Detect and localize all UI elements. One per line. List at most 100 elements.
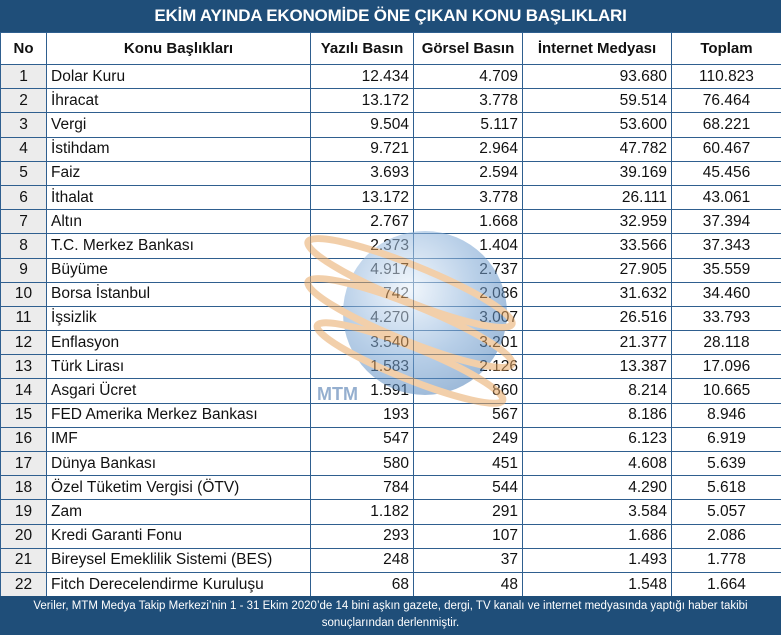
row-print: 2.373 — [310, 233, 414, 259]
row-no: 3 — [0, 112, 47, 138]
row-print: 9.504 — [310, 112, 414, 138]
row-topic: Kredi Garanti Fonu — [46, 523, 311, 549]
row-internet: 13.387 — [522, 354, 672, 380]
header-row: No Konu Başlıkları Yazılı Basın Görsel B… — [0, 32, 781, 65]
row-total: 34.460 — [671, 281, 781, 307]
row-visual: 291 — [413, 499, 523, 525]
row-no: 5 — [0, 160, 47, 186]
row-no: 9 — [0, 257, 47, 283]
row-total: 68.221 — [671, 112, 781, 138]
table-row: 19 Zam 1.182 291 3.584 5.057 — [0, 499, 781, 525]
row-total: 1.664 — [671, 571, 781, 598]
row-visual: 3.778 — [413, 88, 523, 114]
row-print: 2.767 — [310, 209, 414, 235]
row-internet: 4.608 — [522, 450, 672, 477]
row-visual: 2.594 — [413, 160, 523, 186]
table-row: 18 Özel Tüketim Vergisi (ÖTV) 784 544 4.290 5… — [0, 475, 781, 501]
row-internet: 39.169 — [522, 160, 672, 186]
row-visual: 567 — [413, 402, 523, 428]
row-total: 10.665 — [671, 378, 781, 404]
row-total: 43.061 — [671, 184, 781, 211]
row-topic: Türk Lirası — [46, 354, 311, 380]
row-topic: Dolar Kuru — [46, 63, 311, 90]
row-topic: Dünya Bankası — [46, 450, 311, 477]
row-visual: 249 — [413, 426, 523, 453]
row-print: 1.591 — [310, 378, 414, 404]
table-row: 1 Dolar Kuru 12.434 4.709 93.680 110.823 — [0, 63, 781, 90]
row-total: 35.559 — [671, 257, 781, 283]
row-topic: İthalat — [46, 184, 311, 211]
table-row: 2 İhracat 13.172 3.778 59.514 76.464 — [0, 88, 781, 114]
col-header-topic: Konu Başlıkları — [46, 32, 311, 65]
row-topic: Faiz — [46, 160, 311, 186]
table-title: EKİM AYINDA EKONOMİDE ÖNE ÇIKAN KONU BAŞ… — [0, 0, 781, 32]
row-total: 5.618 — [671, 475, 781, 501]
row-topic: Fitch Derecelendirme Kuruluşu — [46, 571, 311, 598]
row-print: 193 — [310, 402, 414, 428]
table-row: 20 Kredi Garanti Fonu 293 107 1.686 2.086 — [0, 523, 781, 549]
row-visual: 48 — [413, 571, 523, 598]
row-topic: Zam — [46, 499, 311, 525]
row-topic: İstihdam — [46, 136, 311, 162]
row-topic: Büyüme — [46, 257, 311, 283]
row-visual: 3.778 — [413, 184, 523, 211]
row-topic: Enflasyon — [46, 330, 311, 356]
row-no: 4 — [0, 136, 47, 162]
row-visual: 2.737 — [413, 257, 523, 283]
row-no: 13 — [0, 354, 47, 380]
table-row: 15 FED Amerika Merkez Bankası 193 567 8.186 8… — [0, 402, 781, 428]
row-internet: 26.516 — [522, 305, 672, 332]
table-row: 5 Faiz 3.693 2.594 39.169 45.456 — [0, 160, 781, 186]
row-topic: İhracat — [46, 88, 311, 114]
table-row: 11 İşsizlik 4.270 3.007 26.516 33.793 — [0, 305, 781, 332]
row-print: 784 — [310, 475, 414, 501]
row-visual: 1.404 — [413, 233, 523, 259]
row-visual: 1.668 — [413, 209, 523, 235]
table-row: 17 Dünya Bankası 580 451 4.608 5.639 — [0, 450, 781, 477]
table-row: 7 Altın 2.767 1.668 32.959 37.394 — [0, 209, 781, 235]
row-internet: 31.632 — [522, 281, 672, 307]
row-print: 293 — [310, 523, 414, 549]
row-visual: 37 — [413, 547, 523, 573]
row-internet: 1.686 — [522, 523, 672, 549]
row-topic: Asgari Ücret — [46, 378, 311, 404]
table-row: 8 T.C. Merkez Bankası 2.373 1.404 33.566 37.3… — [0, 233, 781, 259]
row-internet: 33.566 — [522, 233, 672, 259]
row-print: 1.583 — [310, 354, 414, 380]
table-row: 13 Türk Lirası 1.583 2.126 13.387 17.096 — [0, 354, 781, 380]
table-row: 3 Vergi 9.504 5.117 53.600 68.221 — [0, 112, 781, 138]
row-internet: 32.959 — [522, 209, 672, 235]
row-no: 15 — [0, 402, 47, 428]
row-visual: 2.126 — [413, 354, 523, 380]
row-print: 3.540 — [310, 330, 414, 356]
row-total: 37.343 — [671, 233, 781, 259]
row-total: 1.778 — [671, 547, 781, 573]
row-visual: 107 — [413, 523, 523, 549]
row-no: 21 — [0, 547, 47, 573]
row-visual: 2.086 — [413, 281, 523, 307]
row-total: 17.096 — [671, 354, 781, 380]
row-internet: 8.186 — [522, 402, 672, 428]
row-print: 12.434 — [310, 63, 414, 90]
row-internet: 21.377 — [522, 330, 672, 356]
row-no: 22 — [0, 571, 47, 598]
row-print: 13.172 — [310, 88, 414, 114]
row-total: 110.823 — [671, 63, 781, 90]
table-row: 16 IMF 547 249 6.123 6.919 — [0, 426, 781, 453]
table-row: 12 Enflasyon 3.540 3.201 21.377 28.118 — [0, 330, 781, 356]
row-topic: T.C. Merkez Bankası — [46, 233, 311, 259]
row-total: 60.467 — [671, 136, 781, 162]
row-no: 14 — [0, 378, 47, 404]
row-internet: 8.214 — [522, 378, 672, 404]
row-topic: Bireysel Emeklilik Sistemi (BES) — [46, 547, 311, 573]
row-internet: 1.493 — [522, 547, 672, 573]
row-internet: 47.782 — [522, 136, 672, 162]
col-header-no: No — [0, 32, 47, 65]
table-row: 6 İthalat 13.172 3.778 26.111 43.061 — [0, 184, 781, 211]
row-total: 6.919 — [671, 426, 781, 453]
row-total: 28.118 — [671, 330, 781, 356]
table-row: 10 Borsa İstanbul 742 2.086 31.632 34.460 — [0, 281, 781, 307]
row-no: 10 — [0, 281, 47, 307]
row-total: 2.086 — [671, 523, 781, 549]
row-visual: 451 — [413, 450, 523, 477]
